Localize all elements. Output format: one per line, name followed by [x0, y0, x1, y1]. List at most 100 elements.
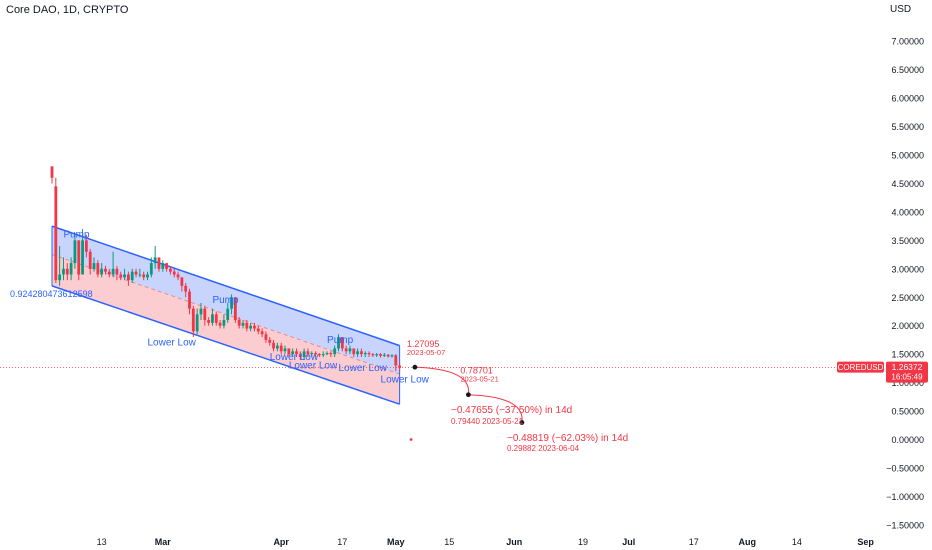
candle-body[interactable] — [283, 348, 287, 352]
candle-body[interactable] — [199, 308, 203, 315]
channel-lower-line[interactable] — [51, 285, 400, 405]
candle-body[interactable] — [344, 348, 348, 352]
candle-body[interactable] — [149, 263, 153, 275]
candle-body[interactable] — [348, 348, 352, 352]
candle-body[interactable] — [386, 354, 390, 357]
candle-body[interactable] — [302, 351, 306, 357]
candle-body[interactable] — [256, 328, 260, 332]
candle-body[interactable] — [88, 251, 92, 269]
candle-body[interactable] — [363, 353, 367, 355]
candle-body[interactable] — [161, 263, 165, 269]
candle-body[interactable] — [340, 337, 344, 349]
candle-body[interactable] — [382, 354, 386, 356]
symbol-tag[interactable] — [837, 361, 884, 373]
candle-body[interactable] — [291, 351, 295, 355]
candle-body[interactable] — [398, 365, 402, 368]
candle-body[interactable] — [180, 277, 184, 286]
candle-body[interactable] — [69, 263, 73, 275]
candle-body[interactable] — [253, 325, 256, 329]
candle-body[interactable] — [226, 308, 230, 321]
candle-body[interactable] — [191, 308, 195, 332]
candle-body[interactable] — [77, 240, 81, 275]
candle-body[interactable] — [245, 322, 249, 329]
candle-body[interactable] — [394, 355, 398, 366]
candle-body[interactable] — [268, 339, 272, 343]
candle-body[interactable] — [233, 297, 237, 321]
candle-body[interactable] — [237, 320, 241, 326]
candle-body[interactable] — [92, 263, 96, 269]
candle-body[interactable] — [314, 353, 317, 355]
candle-body[interactable] — [333, 348, 337, 355]
forecast-point[interactable] — [412, 364, 418, 370]
candle-body[interactable] — [306, 351, 310, 355]
candle-body[interactable] — [211, 314, 214, 323]
candle-body[interactable] — [367, 353, 371, 355]
candle-body[interactable] — [371, 354, 375, 356]
candle-body[interactable] — [188, 291, 191, 309]
candle-body[interactable] — [62, 268, 65, 275]
candle-body[interactable] — [81, 240, 84, 275]
candle-body[interactable] — [249, 325, 253, 329]
candle-body[interactable] — [111, 268, 115, 275]
candle-body[interactable] — [241, 322, 245, 326]
candle-body[interactable] — [50, 166, 54, 178]
candle-body[interactable] — [115, 268, 119, 275]
candle-body[interactable] — [119, 274, 123, 278]
candle-body[interactable] — [298, 354, 302, 357]
candle-body[interactable] — [321, 354, 325, 356]
candle-body[interactable] — [153, 257, 157, 264]
candle-body[interactable] — [214, 314, 218, 323]
candle-body[interactable] — [184, 285, 188, 292]
candle-body[interactable] — [390, 355, 394, 357]
candle-body[interactable] — [130, 271, 134, 281]
candle-body[interactable] — [218, 322, 222, 326]
candle-body[interactable] — [169, 268, 172, 272]
candle-body[interactable] — [146, 274, 149, 278]
candle-body[interactable] — [195, 314, 199, 332]
candle-body[interactable] — [318, 354, 321, 356]
candle-body[interactable] — [310, 353, 314, 355]
channel-upper-line[interactable] — [51, 225, 400, 347]
candle-body[interactable] — [96, 263, 100, 275]
forecast-point[interactable] — [465, 392, 471, 398]
candle-body[interactable] — [272, 342, 275, 349]
candle-body[interactable] — [104, 268, 107, 272]
candle-body[interactable] — [127, 274, 130, 281]
candle-body[interactable] — [279, 345, 283, 352]
candle-body[interactable] — [123, 274, 126, 278]
candle-body[interactable] — [65, 268, 69, 275]
candle-body[interactable] — [352, 348, 356, 355]
candle-body[interactable] — [337, 337, 340, 349]
candle-body[interactable] — [260, 331, 264, 335]
candle-body[interactable] — [325, 353, 329, 355]
forecast-point[interactable] — [519, 420, 525, 425]
candle-body[interactable] — [73, 240, 77, 264]
candle-body[interactable] — [295, 351, 298, 355]
candle-body[interactable] — [275, 345, 279, 349]
candle-body[interactable] — [356, 351, 359, 355]
candle-body[interactable] — [176, 274, 180, 278]
candle-body[interactable] — [54, 186, 58, 281]
candle-body[interactable] — [287, 348, 291, 355]
candle-body[interactable] — [379, 354, 382, 356]
candle-body[interactable] — [100, 268, 104, 275]
candle-body[interactable] — [207, 320, 211, 323]
candle-body[interactable] — [360, 351, 363, 355]
candle-body[interactable] — [157, 257, 161, 269]
candle-body[interactable] — [84, 240, 88, 252]
candle-body[interactable] — [329, 353, 333, 355]
candle-body[interactable] — [138, 274, 142, 276]
candle-body[interactable] — [222, 320, 226, 326]
candle-body[interactable] — [203, 308, 207, 321]
candle-body[interactable] — [58, 274, 62, 281]
candle-body[interactable] — [375, 354, 379, 356]
price-tag[interactable] — [886, 361, 928, 383]
candle-body[interactable] — [165, 263, 168, 269]
candle-body[interactable] — [230, 297, 233, 309]
candle-body[interactable] — [172, 271, 176, 275]
candle-body[interactable] — [134, 271, 138, 275]
candle-body[interactable] — [142, 274, 146, 278]
candle-body[interactable] — [264, 334, 268, 340]
